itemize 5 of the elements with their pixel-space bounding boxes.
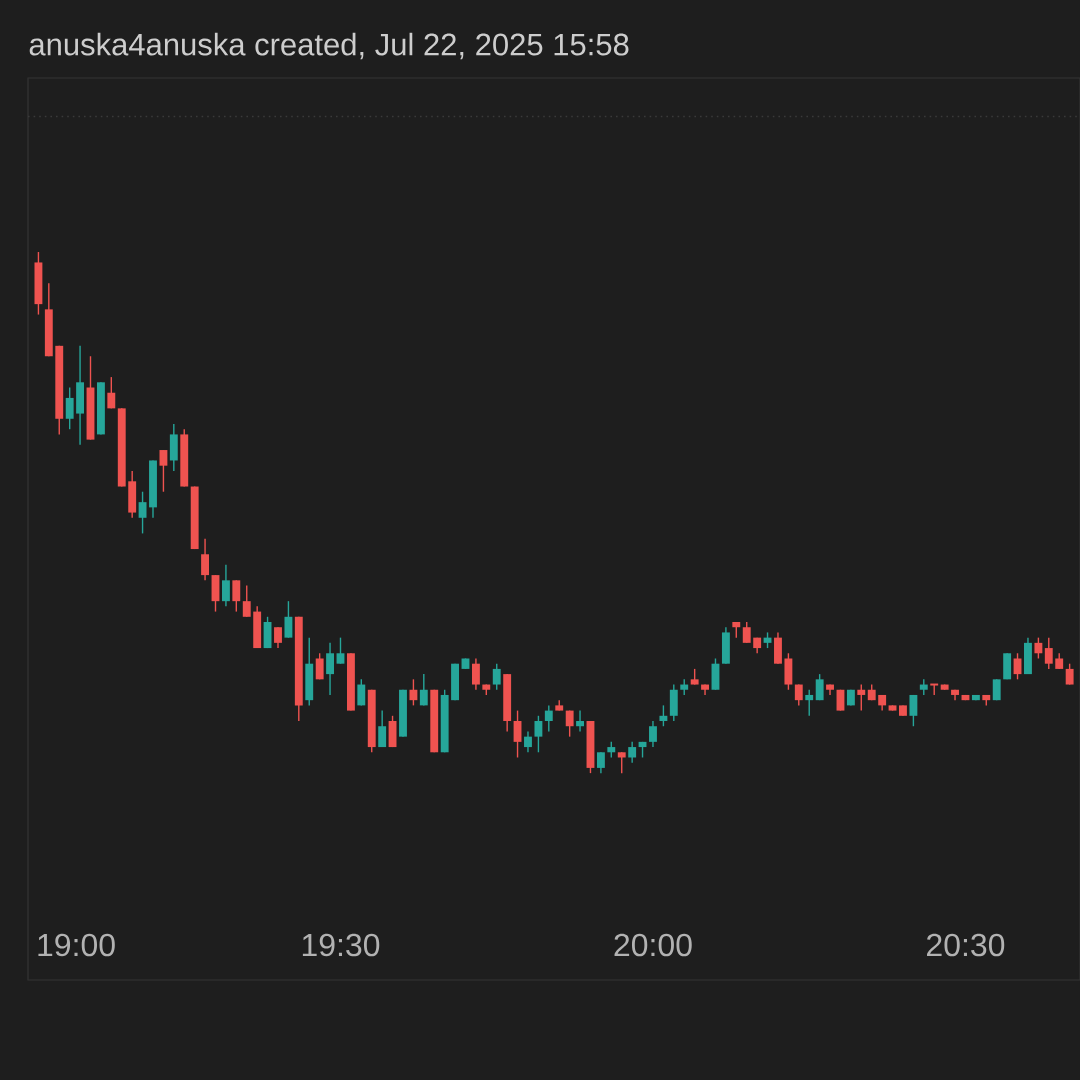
x-tick-label: 19:00: [38, 933, 115, 957]
x-tick-label: 20:00: [614, 933, 692, 957]
x-tick-label: 19:30: [302, 933, 380, 957]
chart-title: anuska4anuska created, Jul 22, 2025 15:58: [29, 32, 629, 60]
x-tick-label: 20:30: [927, 933, 1005, 957]
